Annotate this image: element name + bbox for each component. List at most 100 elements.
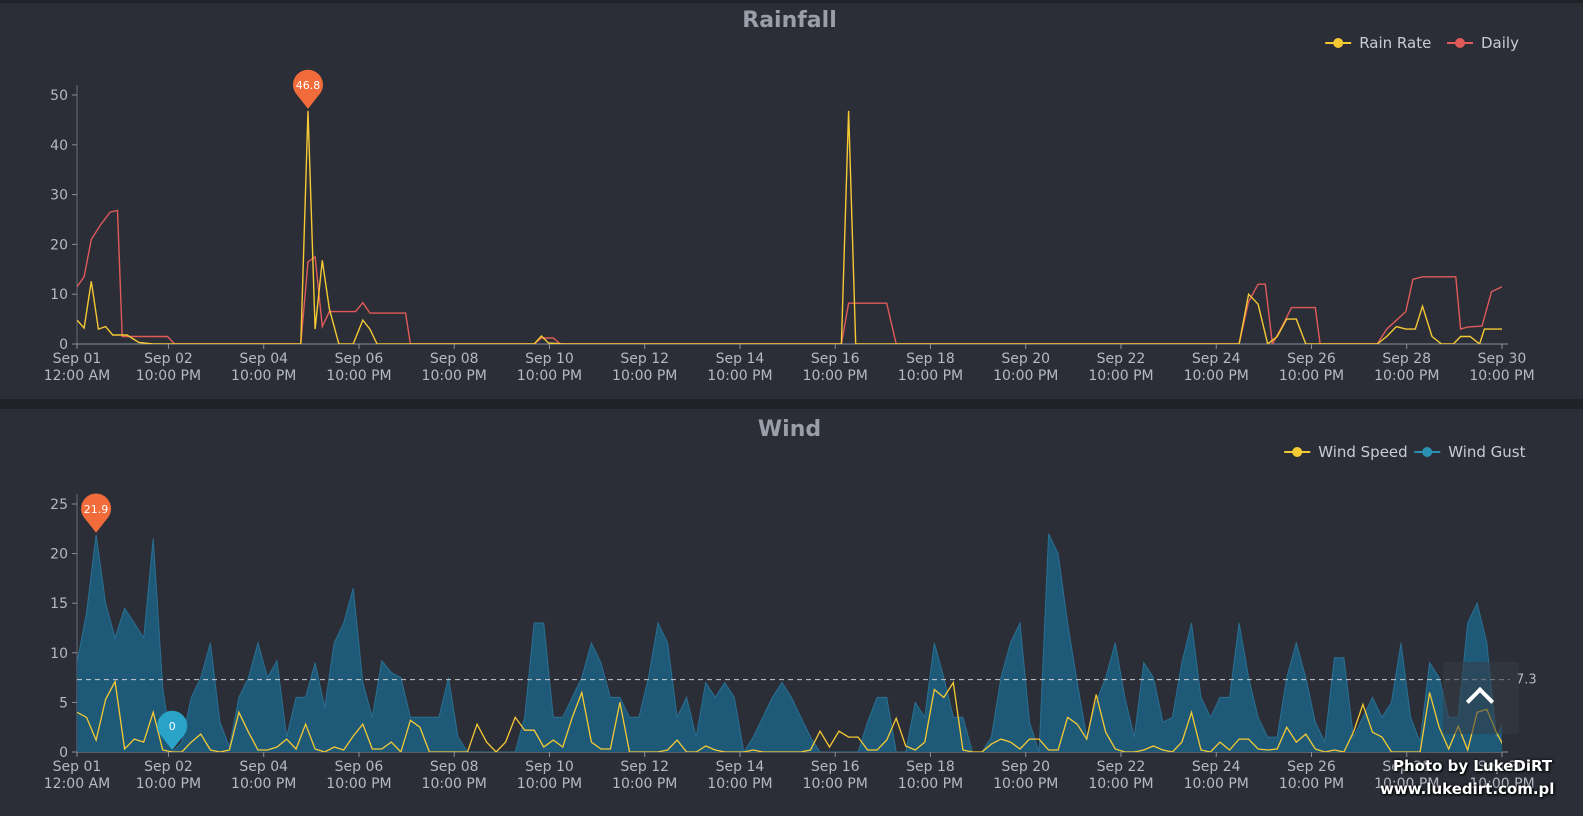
x-tick-label: Sep 22	[1097, 759, 1146, 775]
x-tick-label: 10:00 PM	[612, 776, 677, 792]
x-tick-label: 10:00 PM	[517, 776, 582, 792]
x-tick-label: 10:00 PM	[707, 368, 772, 384]
x-tick-label: Sep 01	[53, 351, 102, 367]
rain-rate-series-line	[77, 110, 1502, 344]
wind-speed-series-line	[77, 679, 1502, 752]
x-tick-label: Sep 01	[53, 759, 102, 775]
x-tick-label: Sep 02	[144, 351, 193, 367]
y-tick-label: 20	[50, 547, 68, 563]
x-tick-label: Sep 06	[335, 351, 384, 367]
wind-chart-panel: Wind 0 5 10 15 20 25 Sep 01 12:00 AM Sep 02 10:00 …	[0, 409, 1583, 816]
legend-item: Daily	[1447, 34, 1519, 52]
y-tick-label: 10	[50, 287, 68, 303]
x-tick-label: 10:00 PM	[1469, 368, 1534, 384]
y-tick-label: 25	[50, 497, 68, 513]
x-tick-label: 10:00 PM	[326, 776, 391, 792]
chevron-up-icon	[1465, 686, 1495, 716]
legend-item: Wind Speed	[1284, 443, 1408, 461]
legend-item: Wind Gust	[1414, 443, 1526, 461]
rainfall-chart-panel: Rainfall 0 10 20 30 40 50 Sep 01 12:00 AM Sep 02 1…	[0, 3, 1583, 399]
y-tick-label: 0	[59, 745, 68, 761]
legend-label: Rain Rate	[1359, 34, 1431, 52]
chart-title: Wind	[758, 417, 821, 442]
x-tick-label: Sep 26	[1287, 759, 1336, 775]
x-tick-label: Sep 24	[1192, 759, 1241, 775]
x-tick-label: 12:00 AM	[44, 776, 110, 792]
x-tick-label: Sep 12	[620, 759, 669, 775]
x-tick-label: Sep 04	[239, 759, 288, 775]
x-tick-label: Sep 24	[1192, 351, 1241, 367]
x-tick-label: 10:00 PM	[1088, 368, 1153, 384]
scroll-to-top-button[interactable]	[1443, 662, 1519, 734]
x-tick-label: 10:00 PM	[1184, 368, 1249, 384]
min-marker-pin	[157, 710, 188, 750]
x-tick-label: Sep 08	[430, 759, 479, 775]
x-tick-label: 10:00 PM	[803, 368, 868, 384]
x-tick-label: 10:00 PM	[898, 776, 963, 792]
x-tick-label: Sep 20	[1001, 759, 1050, 775]
x-tick-label: Sep 30	[1478, 759, 1527, 775]
legend-label: Wind Speed	[1318, 443, 1408, 461]
x-tick-label: 10:00 PM	[136, 368, 201, 384]
x-tick-label: 10:00 PM	[1184, 776, 1249, 792]
x-tick-label: 12:00 AM	[44, 368, 110, 384]
x-tick-label: 10:00 PM	[993, 368, 1058, 384]
daily-series-line	[77, 209, 1502, 344]
watermark-credit: Photo by LukeDiRT	[1393, 757, 1553, 775]
max-marker-pin	[81, 493, 112, 533]
legend-marker	[1292, 447, 1303, 457]
y-tick-label: 20	[50, 237, 68, 253]
legend-marker	[1455, 38, 1465, 48]
y-tick-label: 0	[59, 337, 68, 353]
x-tick-label: Sep 08	[430, 351, 479, 367]
legend-marker	[1422, 447, 1433, 457]
y-tick-label: 10	[50, 646, 68, 662]
max-marker-pin	[292, 69, 323, 109]
max-marker-label: 21.9	[84, 503, 109, 516]
x-tick-label: Sep 14	[716, 759, 765, 775]
x-tick-label: Sep 28	[1382, 759, 1431, 775]
x-tick-label: 10:00 PM	[1279, 368, 1344, 384]
y-tick-label: 30	[50, 188, 68, 204]
x-tick-label: 10:00 PM	[231, 368, 296, 384]
x-tick-label: 10:00 PM	[612, 368, 677, 384]
x-tick-label: 10:00 PM	[707, 776, 772, 792]
legend-label: Daily	[1481, 34, 1519, 52]
x-tick-label: Sep 02	[144, 759, 193, 775]
x-tick-label: 10:00 PM	[898, 368, 963, 384]
x-tick-label: 10:00 PM	[1088, 776, 1153, 792]
x-tick-label: Sep 30	[1478, 351, 1527, 367]
x-tick-label: Sep 04	[239, 351, 288, 367]
y-tick-label: 5	[59, 695, 68, 711]
x-tick-label: Sep 12	[620, 351, 669, 367]
wind-gust-series-line	[77, 533, 1502, 752]
x-tick-label: 10:00 PM	[136, 776, 201, 792]
x-tick-label: 10:00 PM	[1374, 776, 1439, 792]
x-tick-label: 10:00 PM	[1374, 368, 1439, 384]
x-tick-label: 10:00 PM	[326, 368, 391, 384]
x-tick-label: Sep 18	[906, 351, 955, 367]
wind-gust-area	[77, 533, 1502, 752]
x-tick-label: Sep 18	[906, 759, 955, 775]
x-tick-label: 10:00 PM	[1469, 776, 1534, 792]
legend-label: Wind Gust	[1448, 443, 1525, 461]
x-tick-label: 10:00 PM	[517, 368, 582, 384]
x-tick-label: Sep 28	[1382, 351, 1431, 367]
x-tick-label: Sep 06	[335, 759, 384, 775]
x-tick-label: 10:00 PM	[803, 776, 868, 792]
x-tick-label: Sep 20	[1001, 351, 1050, 367]
y-tick-label: 40	[50, 138, 68, 154]
legend-item: Rain Rate	[1325, 34, 1431, 52]
x-tick-label: 10:00 PM	[422, 776, 487, 792]
min-marker-label: 0	[169, 720, 176, 733]
x-tick-label: 10:00 PM	[993, 776, 1058, 792]
x-tick-label: 10:00 PM	[422, 368, 487, 384]
watermark-url: www.lukedirt.com.pl	[1380, 780, 1555, 798]
x-tick-label: 10:00 PM	[231, 776, 296, 792]
x-tick-label: Sep 16	[811, 759, 860, 775]
x-tick-label: Sep 10	[525, 759, 574, 775]
x-tick-label: Sep 22	[1097, 351, 1146, 367]
average-reference-label: 7.3	[1516, 673, 1537, 688]
